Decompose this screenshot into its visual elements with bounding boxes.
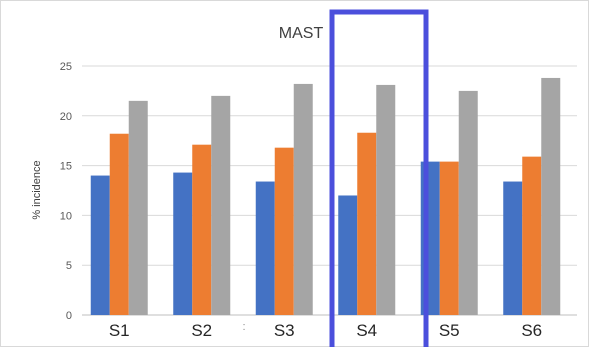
y-tick-label: 10 [60, 210, 72, 222]
y-tick-label: 25 [60, 61, 72, 73]
chart-title: MAST [279, 25, 324, 42]
highlight-box [329, 9, 429, 347]
bar-s3-series-3 [293, 83, 313, 315]
bar-s6-series-2 [522, 156, 542, 315]
y-tick-label: 0 [66, 310, 72, 322]
bar-s1-series-2 [109, 133, 129, 315]
bar-s1-series-3 [128, 100, 148, 315]
y-tick-label: 15 [60, 161, 72, 173]
x-tick-label: S6 [521, 321, 542, 340]
x-tick-label: S2 [191, 321, 212, 340]
x-axis-ticks: S1 S2 S3 S4 S5 S6 [109, 321, 542, 340]
bar-s4-series-3 [376, 84, 396, 315]
x-tick-label: S1 [109, 321, 130, 340]
x-tick-label: S4 [356, 321, 377, 340]
bar-s6-series-3 [541, 77, 561, 316]
bar-s3-series-1 [255, 181, 275, 315]
y-tick-label: 20 [60, 111, 72, 123]
bar-s5-series-2 [439, 161, 459, 315]
x-tick-label: S5 [439, 321, 460, 340]
bar-s2-series-3 [211, 95, 231, 315]
bar-s4-series-2 [357, 132, 377, 315]
stray-mark: : [242, 321, 245, 333]
x-tick-label: S3 [274, 321, 295, 340]
bar-s3-series-2 [274, 147, 294, 315]
y-axis-label: % incidence [31, 160, 43, 219]
bar-s5-series-3 [458, 90, 478, 316]
bar-s4-series-1 [338, 195, 358, 315]
bar-s2-series-2 [192, 144, 212, 315]
y-axis-ticks: 0 5 10 15 20 25 [60, 61, 72, 322]
bar-s6-series-1 [503, 181, 523, 315]
bar-s2-series-1 [173, 172, 193, 315]
bar-s1-series-1 [90, 175, 110, 315]
y-tick-label: 5 [66, 260, 72, 272]
